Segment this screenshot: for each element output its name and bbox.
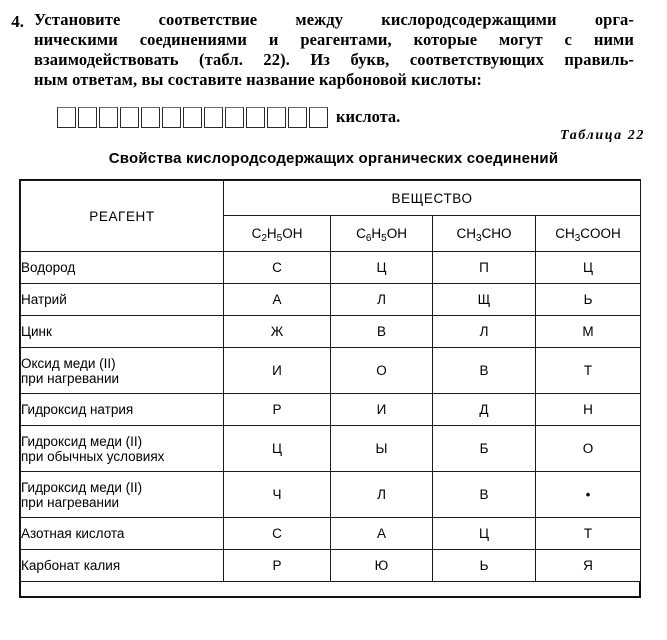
question-text: Установите соответствие между кислородсо… [34, 0, 634, 90]
cell-value: Ы [330, 425, 433, 472]
reagent-name-line2: при нагревании [21, 370, 120, 386]
answer-box[interactable] [99, 107, 118, 128]
cell-value: С [223, 517, 331, 550]
cell-value: А [223, 283, 331, 316]
reagent-name: Натрий [20, 283, 224, 316]
properties-table: РЕАГЕНТ ВЕЩЕСТВО C2H5OH C6H5OH CH3CHO CH… [20, 180, 642, 582]
cell-value: В [432, 471, 536, 518]
cell-value: О [330, 347, 433, 394]
cell-value: О [534, 425, 642, 472]
cell-value: Р [223, 393, 331, 426]
cell-value: М [534, 315, 642, 348]
answer-box[interactable] [246, 107, 265, 128]
table-title: Свойства кислородсодержащих органических… [108, 150, 559, 167]
answer-box[interactable] [57, 107, 76, 128]
header-formula-ch3cho: CH3CHO [432, 215, 536, 252]
cell-value: Л [330, 471, 433, 518]
cell-value: Ч [223, 471, 331, 518]
answer-box[interactable] [288, 107, 307, 128]
question-line-4: ным ответам, вы составите название карбо… [34, 70, 483, 89]
header-formula-ch3cooh: CH3COOH [534, 215, 642, 252]
answer-box[interactable] [309, 107, 328, 128]
table-header-row-1: РЕАГЕНТ ВЕЩЕСТВО [20, 180, 642, 252]
header-formula-c2h5oh: C2H5OH [223, 215, 331, 252]
cell-value: П [432, 251, 536, 284]
answer-box[interactable] [141, 107, 160, 128]
cell-value: И [330, 393, 433, 426]
cell-value: Ж [223, 315, 331, 348]
table-row: Водород С Ц П Ц [20, 251, 642, 284]
reagent-name-line1: Оксид меди (II) [21, 355, 116, 371]
table-row: Азотная кислота С А Ц Т [20, 517, 642, 550]
reagent-name-line2: при нагревании [21, 494, 120, 510]
header-formula-c6h5oh: C6H5OH [330, 215, 433, 252]
reagent-name: Гидроксид меди (II) при нагревании [20, 471, 224, 518]
cell-value: А [330, 517, 433, 550]
cell-value: Я [534, 549, 642, 582]
reagent-name: Гидроксид натрия [20, 393, 224, 426]
cell-value: Ц [432, 517, 536, 550]
table-row: Цинк Ж В Л М [20, 315, 642, 348]
cell-value: Т [534, 517, 642, 550]
answer-suffix-label: кислота. [336, 107, 401, 126]
cell-value: Д [432, 393, 536, 426]
cell-value: В [432, 347, 536, 394]
cell-value: В [330, 315, 433, 348]
cell-value: Р [223, 549, 331, 582]
reagent-name: Гидроксид меди (II) при обычных условиях [20, 425, 224, 472]
reagent-name: Карбонат калия [20, 549, 224, 582]
question-number: 4. [11, 12, 24, 31]
reagent-name: Цинк [20, 315, 224, 348]
answer-box[interactable] [120, 107, 139, 128]
answer-box[interactable] [78, 107, 97, 128]
table-row: Оксид меди (II) при нагревании И О В Т [20, 347, 642, 394]
cell-value: Щ [432, 283, 536, 316]
header-substance: ВЕЩЕСТВО [222, 180, 642, 216]
cell-value: Т [534, 347, 642, 394]
question-block: 4. Установите соответствие между кислоро… [0, 0, 667, 90]
cell-value: Ь [534, 283, 642, 316]
cell-value: Ь [432, 549, 536, 582]
cell-value: Л [330, 283, 433, 316]
table-row: Натрий А Л Щ Ь [20, 283, 642, 316]
cell-value: Ц [534, 251, 642, 284]
reagent-name: Азотная кислота [20, 517, 224, 550]
reagent-name: Оксид меди (II) при нагревании [20, 347, 224, 394]
answer-boxes-row[interactable]: кислота. [57, 107, 400, 128]
answer-box[interactable] [183, 107, 202, 128]
answer-box[interactable] [162, 107, 181, 128]
cell-value: И [223, 347, 331, 394]
table-header-row-2: C2H5OH C6H5OH CH3CHO CH3COOH [21, 215, 642, 252]
cell-value: Ц [223, 425, 331, 472]
reagent-name: Водород [20, 251, 224, 284]
cell-value: Л [432, 315, 536, 348]
answer-box[interactable] [225, 107, 244, 128]
table-row: Гидроксид меди (II) при нагревании Ч Л В… [20, 471, 642, 518]
answer-box[interactable] [267, 107, 286, 128]
cell-value: Ц [330, 251, 433, 284]
reagent-name-line1: Гидроксид меди (II) [21, 433, 143, 449]
question-line-1: Установите соответствие между кислородсо… [34, 10, 634, 29]
cell-value: Ю [330, 549, 433, 582]
answer-box[interactable] [204, 107, 223, 128]
header-reagent: РЕАГЕНТ [20, 180, 224, 252]
cell-value: Н [534, 393, 642, 426]
table-row: Гидроксид меди (II) при обычных условиях… [20, 425, 642, 472]
cell-value: Б [432, 425, 536, 472]
table-row: Гидроксид натрия Р И Д Н [20, 393, 642, 426]
table-number-label: Таблица 22 [560, 128, 645, 143]
reagent-name-line2: при обычных условиях [21, 448, 165, 464]
table-row: Карбонат калия Р Ю Ь Я [20, 549, 642, 582]
reagent-name-line1: Гидроксид меди (II) [21, 479, 143, 495]
question-line-2: ническими соединениями и реагентами, кот… [34, 30, 634, 49]
question-line-3: взаимодействовать (табл. 22). Из букв, с… [34, 50, 634, 69]
cell-value: С [223, 251, 331, 284]
cell-value-dot: • [534, 471, 642, 518]
